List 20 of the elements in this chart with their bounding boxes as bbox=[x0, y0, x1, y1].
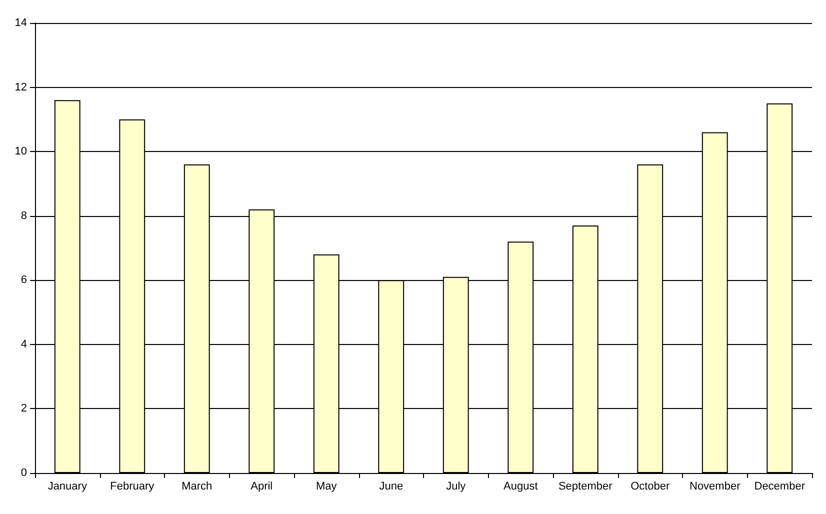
y-tick-label: 12 bbox=[14, 81, 27, 94]
x-tick-label: July bbox=[446, 480, 466, 492]
y-tick-label: 14 bbox=[14, 17, 27, 29]
x-tick-label: May bbox=[316, 480, 338, 492]
y-tick-label: 10 bbox=[14, 146, 27, 158]
x-tick-label: February bbox=[110, 480, 155, 492]
y-tick-label: 0 bbox=[20, 467, 27, 479]
x-tick-label: September bbox=[558, 480, 613, 492]
y-tick-label: 2 bbox=[20, 402, 27, 415]
x-tick-label: October bbox=[630, 480, 670, 492]
x-tick-label: August bbox=[504, 480, 538, 492]
x-tick-label: January bbox=[48, 480, 88, 492]
y-tick-label: 6 bbox=[20, 274, 27, 286]
y-tick-label: 8 bbox=[20, 210, 27, 222]
x-tick-label: June bbox=[379, 480, 404, 492]
y-tick-label: 4 bbox=[20, 338, 27, 350]
x-tick-label: April bbox=[250, 480, 273, 492]
x-tick-label: December bbox=[754, 480, 806, 492]
x-tick-label: November bbox=[690, 480, 741, 492]
x-tick-label: March bbox=[182, 480, 212, 492]
